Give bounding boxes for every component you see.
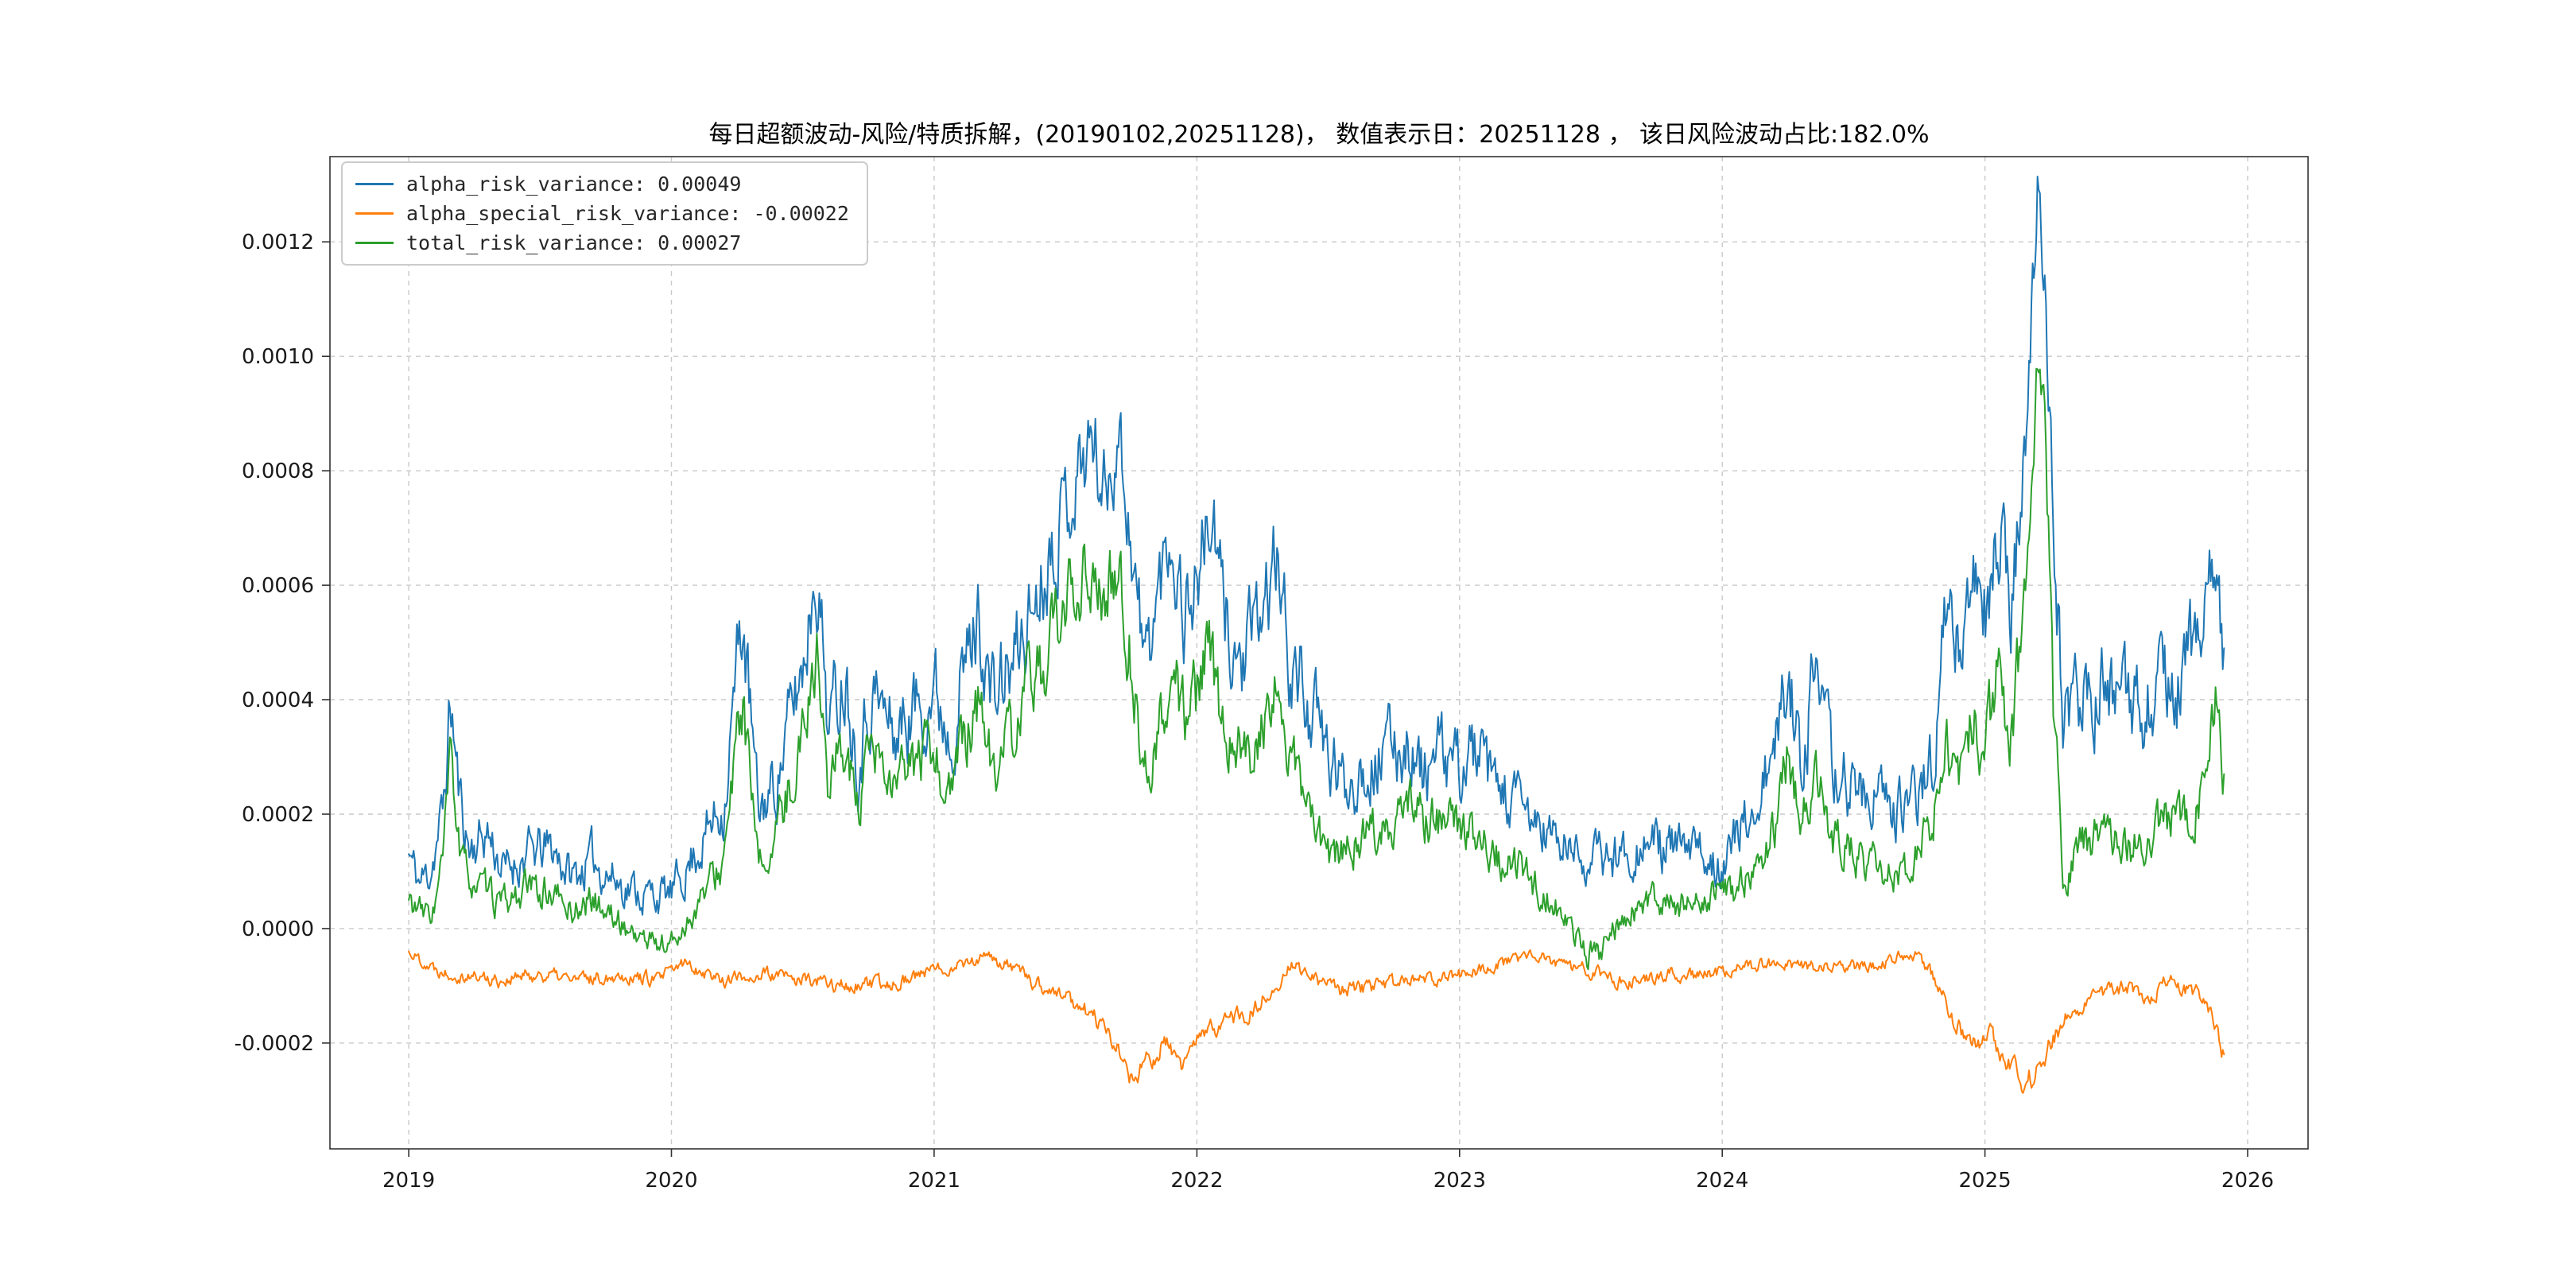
x-tick-label: 2024 [1696,1169,1748,1193]
series-group [408,176,2225,1094]
series-alpha_special_risk_variance-line [408,949,2225,1094]
gridlines [330,157,2308,1149]
series-total_risk_variance-line [408,367,2225,971]
x-tick-label: 2023 [1433,1169,1486,1193]
chart-title: 每日超额波动-风险/特质拆解，(20190102,20251128)， 数值表示… [708,121,1930,149]
legend: alpha_risk_variance: 0.00049 alpha_specia… [341,161,868,266]
x-tick-label: 2021 [908,1169,960,1193]
x-tick-label: 2020 [645,1169,697,1193]
x-tick-label: 2026 [2221,1169,2274,1193]
legend-label: total_risk_variance: 0.00027 [406,231,742,254]
y-tick-label: -0.0002 [235,1032,314,1056]
x-tick-label: 2022 [1170,1169,1223,1193]
series-alpha_risk_variance-line [408,176,2225,916]
legend-label: alpha_special_risk_variance: -0.00022 [406,202,849,225]
y-tick-label: 0.0008 [242,460,314,483]
legend-line-sample [355,183,394,185]
y-tick-label: 0.0002 [242,803,314,827]
legend-line-sample [355,242,394,244]
y-tick-label: 0.0010 [242,345,314,369]
x-tick-label: 2025 [1959,1169,2012,1193]
legend-line-sample [355,212,394,215]
axes: -0.0002 0.0000 0.0002 0.0004 0.0006 0.0008 0.0… [235,231,2274,1193]
y-tick-label: 0.0004 [242,689,314,712]
y-tick-label: 0.0000 [242,918,314,941]
y-tick-label: 0.0006 [242,574,314,598]
plot-border [329,156,2309,1150]
legend-item-alpha_risk_variance: alpha_risk_variance: 0.00049 [355,173,849,196]
y-tick-label: 0.0012 [242,231,314,254]
x-tick-label: 2019 [382,1169,435,1193]
legend-item-total_risk_variance: total_risk_variance: 0.00027 [355,231,849,254]
legend-label: alpha_risk_variance: 0.00049 [406,173,742,196]
legend-item-alpha_special_risk_variance: alpha_special_risk_variance: -0.00022 [355,202,849,225]
